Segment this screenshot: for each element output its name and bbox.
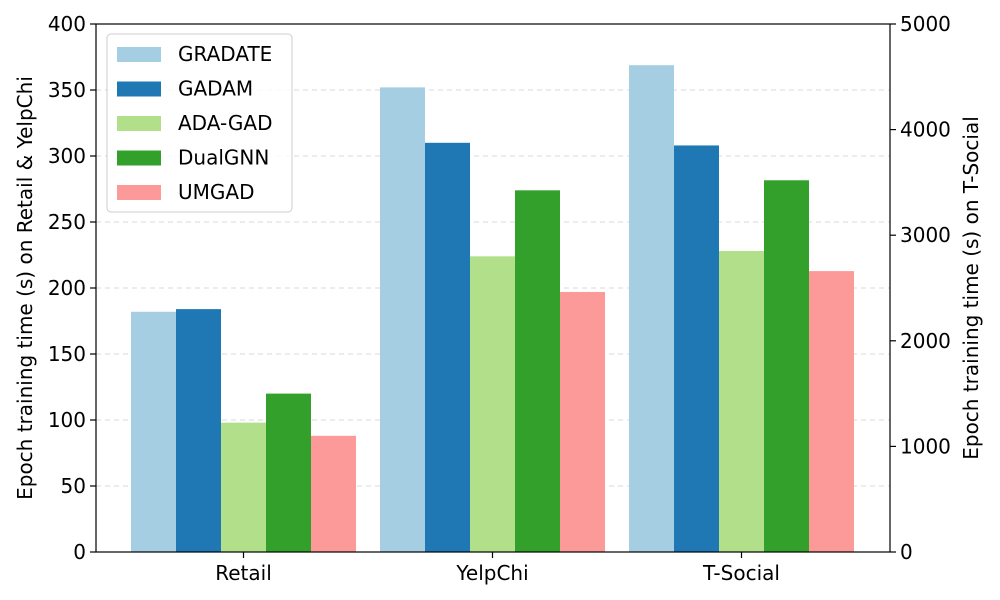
left-tick-label: 400 bbox=[48, 12, 86, 36]
legend-label-ada-gad: ADA-GAD bbox=[178, 111, 273, 135]
bar-umgad-retail bbox=[311, 435, 356, 552]
legend-swatch-ada-gad bbox=[117, 116, 161, 131]
bar-gradate-yelpchi bbox=[380, 87, 425, 553]
left-tick-label: 350 bbox=[48, 78, 86, 102]
left-tick-label: 50 bbox=[61, 474, 86, 498]
legend-label-umgad: UMGAD bbox=[178, 180, 254, 204]
left-tick-label: 250 bbox=[48, 210, 86, 234]
right-y-axis-title: Epoch training time (s) on T-Social bbox=[959, 116, 983, 460]
bar-ada-gad-retail bbox=[221, 422, 266, 552]
legend-swatch-gradate bbox=[117, 47, 161, 62]
legend-swatch-dualgnn bbox=[117, 150, 161, 166]
right-tick-label: 1000 bbox=[900, 434, 951, 458]
left-tick-label: 0 bbox=[73, 540, 86, 564]
right-tick-label: 5000 bbox=[900, 12, 951, 36]
x-tick-label: Retail bbox=[215, 561, 272, 585]
bar-dualgnn-t-social bbox=[764, 180, 809, 552]
left-tick-label: 150 bbox=[48, 342, 86, 366]
legend-label-gadam: GADAM bbox=[178, 77, 253, 101]
legend: GRADATE GADAM ADA-GAD DualGNN UMGAD bbox=[106, 33, 293, 213]
bar-gadam-t-social bbox=[674, 145, 719, 552]
left-y-axis: 0 50 100 150 200 250 300 350 400 bbox=[48, 12, 96, 564]
bar-dualgnn-yelpchi bbox=[515, 190, 560, 552]
bar-dualgnn-retail bbox=[266, 393, 311, 552]
bar-gradate-t-social bbox=[629, 65, 674, 553]
bar-gradate-retail bbox=[131, 311, 176, 552]
legend-label-gradate: GRADATE bbox=[178, 42, 272, 66]
bar-umgad-yelpchi bbox=[560, 291, 605, 552]
left-y-axis-title: Epoch training time (s) on Retail & Yelp… bbox=[13, 76, 37, 500]
legend-swatch-umgad bbox=[117, 185, 161, 200]
right-tick-label: 3000 bbox=[900, 223, 951, 247]
bar-ada-gad-yelpchi bbox=[470, 256, 515, 552]
bars bbox=[131, 65, 854, 553]
bar-umgad-t-social bbox=[809, 271, 854, 552]
bar-ada-gad-t-social bbox=[719, 251, 764, 553]
right-y-axis: 0 1000 2000 3000 4000 5000 bbox=[890, 12, 951, 564]
x-tick-label: T-Social bbox=[702, 561, 780, 585]
right-tick-label: 2000 bbox=[900, 329, 951, 353]
x-tick-label: YelpChi bbox=[455, 561, 528, 585]
left-tick-label: 300 bbox=[48, 144, 86, 168]
legend-box bbox=[106, 33, 293, 213]
right-tick-label: 0 bbox=[900, 540, 913, 564]
bar-gadam-retail bbox=[176, 309, 221, 552]
legend-label-dualgnn: DualGNN bbox=[178, 146, 269, 170]
bar-gadam-yelpchi bbox=[425, 142, 470, 553]
left-tick-label: 200 bbox=[48, 276, 86, 300]
x-axis: Retail YelpChi T-Social bbox=[215, 552, 780, 585]
legend-swatch-gadam bbox=[117, 81, 161, 97]
right-tick-label: 4000 bbox=[900, 118, 951, 142]
left-tick-label: 100 bbox=[48, 408, 86, 432]
